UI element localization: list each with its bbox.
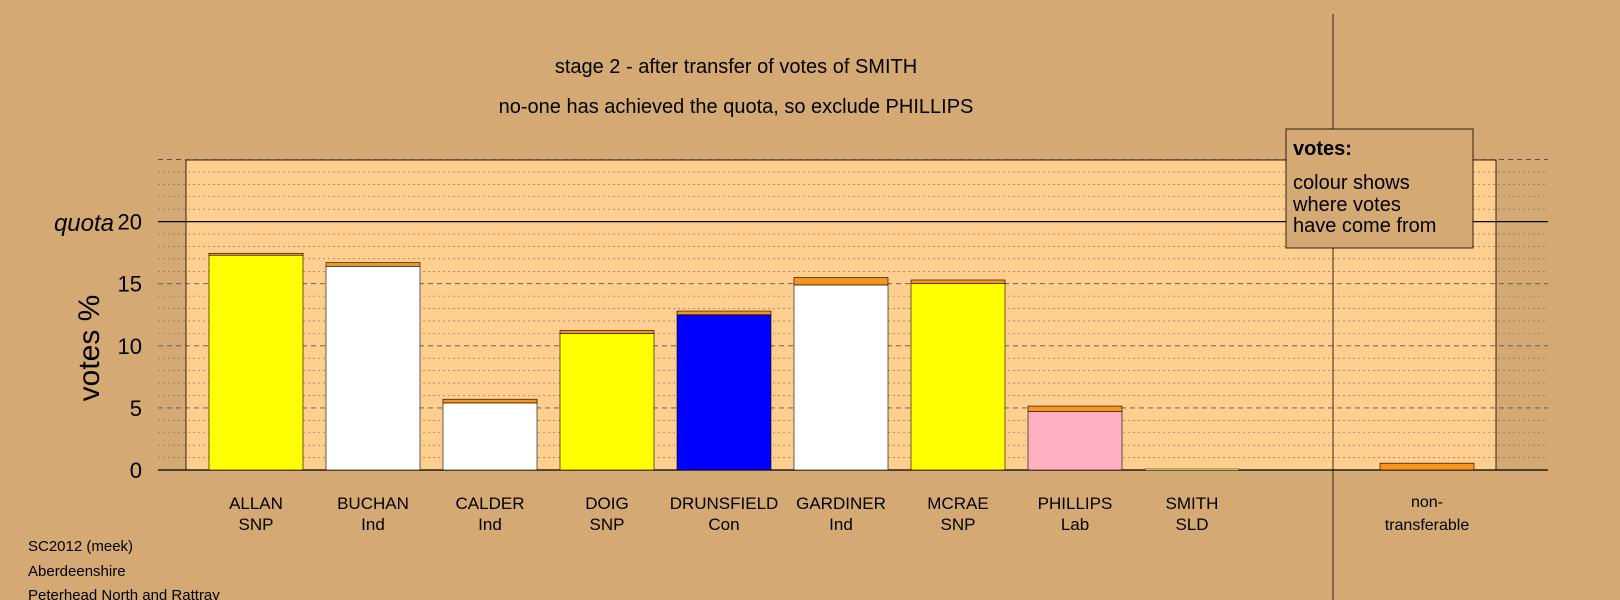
y-tick-label: 0 (130, 458, 142, 483)
x-label-name: DRUNSFIELD (670, 494, 779, 513)
x-label-party: SNP (590, 515, 625, 534)
chart-subtitle: no-one has achieved the quota, so exclud… (499, 96, 974, 118)
y-axis-label: votes % (73, 295, 106, 402)
bar-mcrae (910, 283, 1006, 471)
x-label-party: SNP (941, 515, 976, 534)
x-label-name: CALDER (456, 494, 525, 513)
x-label-name: DOIG (585, 494, 628, 513)
x-axis-labels: ALLAN SNP BUCHAN Ind CALDER Ind DOIG SNP DRUNSFI… (229, 494, 1469, 534)
footer-line-3: Peterhead North and Rattray (28, 587, 220, 600)
legend: votes: colour shows where votes have com… (1285, 128, 1474, 249)
x-label-nontransferable-1: non- (1411, 494, 1443, 511)
y-tick-label: 15 (118, 272, 142, 297)
bar-drunsfield (676, 314, 772, 471)
x-label-party: Ind (829, 515, 853, 534)
chart-title: stage 2 - after transfer of votes of SMI… (555, 56, 917, 78)
bar-smith (1144, 468, 1240, 471)
bar-transfer-drunsfield (676, 310, 772, 316)
x-label-party: Ind (361, 515, 385, 534)
x-label-name: BUCHAN (337, 494, 409, 513)
footer-line-2: Aberdeenshire (28, 563, 126, 580)
y-tick-label: 10 (118, 334, 142, 359)
bar-calder (442, 402, 538, 471)
x-label-name: ALLAN (229, 494, 283, 513)
quota-label: quota (54, 210, 114, 237)
legend-box (1285, 128, 1474, 249)
y-axis-ticks: 0 5 10 15 20 (118, 210, 142, 483)
bar-transfer-doig (559, 329, 655, 334)
bar-transfer-phillips (1027, 405, 1123, 412)
bar-doig (559, 333, 655, 471)
footer-line-1: SC2012 (meek) (28, 538, 133, 555)
x-label-party: SNP (239, 515, 274, 534)
bar-transfer-gardiner (793, 277, 889, 286)
x-label-nontransferable-2: transferable (1385, 517, 1470, 534)
bar-buchan (325, 266, 421, 471)
legend-title: votes: (1293, 138, 1352, 160)
bar-transfer-calder (442, 398, 538, 404)
x-label-name: SMITH (1166, 494, 1219, 513)
bar-transfer-mcrae (910, 279, 1006, 284)
bar-transfer-allan (208, 252, 304, 256)
legend-line-3: have come from (1293, 215, 1436, 237)
x-label-party: Ind (478, 515, 502, 534)
x-label-party: Con (708, 515, 739, 534)
y-tick-label: 5 (130, 396, 142, 421)
bar-phillips (1027, 411, 1123, 471)
legend-line-2: where votes (1292, 194, 1401, 216)
x-label-name: PHILLIPS (1038, 494, 1113, 513)
legend-line-1: colour shows (1293, 172, 1410, 194)
bar-gardiner (793, 284, 889, 471)
y-tick-label: 20 (118, 210, 142, 235)
x-label-party: SLD (1175, 515, 1208, 534)
x-label-name: MCRAE (927, 494, 988, 513)
bars (208, 252, 1475, 471)
x-label-party: Lab (1061, 515, 1089, 534)
bar-nontransferable (1379, 462, 1475, 471)
bar-transfer-buchan (325, 262, 421, 267)
x-label-name: GARDINER (796, 494, 886, 513)
bar-allan (208, 253, 304, 471)
